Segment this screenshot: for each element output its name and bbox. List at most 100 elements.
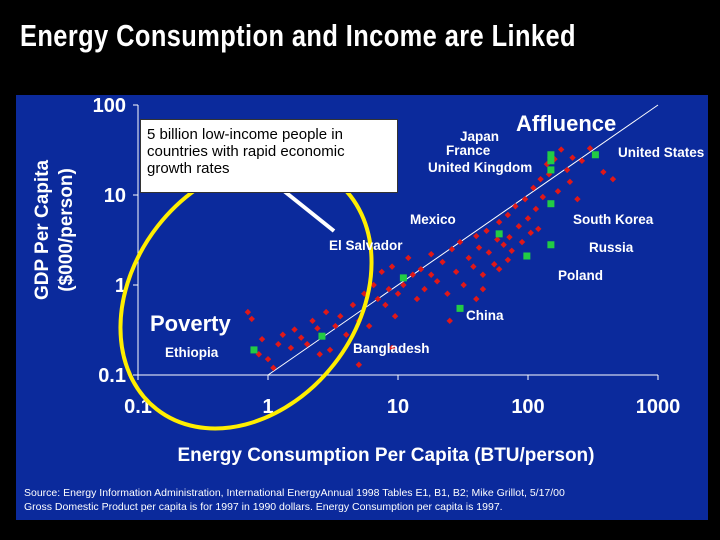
country-label: United States <box>618 145 704 160</box>
data-point <box>409 271 417 278</box>
data-point <box>394 290 402 297</box>
data-point <box>543 160 551 168</box>
data-point <box>600 168 607 176</box>
data-point <box>427 250 435 258</box>
chart-panel: 0.1 1 10 100 1000 0.1 1 10 100 United States Japa… <box>16 95 708 520</box>
data-point <box>569 154 576 161</box>
scatter-chart: 0.1 1 10 100 1000 0.1 1 10 100 United States Japa… <box>32 95 704 466</box>
data-point <box>491 261 498 268</box>
data-point <box>460 281 467 289</box>
country-label: Japan <box>460 129 499 144</box>
y-axis-label: GDP Per Capita ($000/person) <box>32 160 77 301</box>
data-point <box>532 205 540 213</box>
highlighted-point <box>547 241 555 249</box>
country-label: Poland <box>558 268 603 283</box>
highlighted-point <box>547 157 555 165</box>
data-point <box>465 254 472 262</box>
data-point <box>494 236 501 243</box>
data-point <box>483 227 490 235</box>
highlighted-point <box>547 200 555 208</box>
data-point <box>554 188 562 195</box>
country-label: France <box>446 143 491 158</box>
source-line: Source: Energy Information Administratio… <box>24 487 565 499</box>
data-point <box>417 265 425 273</box>
highlighted-point <box>318 332 326 340</box>
highlighted-point <box>591 151 599 159</box>
country-label: Mexico <box>410 212 456 227</box>
country-label: United Kingdom <box>428 160 532 175</box>
data-point <box>326 346 334 354</box>
data-point <box>504 211 512 219</box>
y-tick-label: 0.1 <box>98 365 126 387</box>
data-point <box>527 229 534 237</box>
data-point <box>495 265 503 273</box>
data-point <box>322 308 330 316</box>
region-label: Affluence <box>516 111 616 136</box>
data-point <box>309 317 316 325</box>
data-point <box>586 145 594 152</box>
data-point <box>521 195 529 203</box>
data-point <box>563 166 571 174</box>
data-point <box>539 193 547 201</box>
data-point <box>452 268 460 276</box>
data-point <box>370 281 377 289</box>
data-point <box>433 278 441 285</box>
data-point <box>264 355 272 363</box>
highlighted-point <box>523 252 531 260</box>
highlighted-point <box>547 166 555 174</box>
data-point <box>530 184 537 192</box>
data-point <box>456 238 464 246</box>
data-point <box>545 171 553 178</box>
data-point <box>470 263 477 270</box>
data-point <box>504 256 512 264</box>
country-label: Bangladesh <box>353 341 430 356</box>
data-point <box>316 351 323 358</box>
data-point <box>388 263 396 270</box>
data-point <box>314 325 321 332</box>
slide-title: Energy Consumption and Income are Linked <box>20 18 576 53</box>
y-tick-label: 10 <box>104 185 126 207</box>
country-label: China <box>466 308 504 323</box>
country-label: El Salvador <box>329 238 403 253</box>
data-point <box>444 290 451 297</box>
data-point <box>365 322 373 330</box>
data-point <box>566 178 574 186</box>
data-point <box>355 361 363 368</box>
data-point <box>297 334 305 341</box>
data-point <box>479 285 487 293</box>
x-axis-label: Energy Consumption Per Capita (BTU/perso… <box>178 445 595 466</box>
data-point <box>337 313 344 320</box>
data-point <box>332 322 339 330</box>
data-point <box>275 340 282 348</box>
x-tick-label: 1000 <box>636 396 681 418</box>
data-point <box>343 331 350 338</box>
data-point <box>578 157 586 164</box>
y-axis-label-unit: ($000/person) <box>56 168 77 292</box>
data-point <box>427 271 435 278</box>
x-tick-label: 0.1 <box>124 396 152 418</box>
y-tick-label: 100 <box>93 95 126 117</box>
x-tick-label: 100 <box>511 396 544 418</box>
callout-pointer <box>282 189 336 233</box>
data-point <box>551 155 558 163</box>
data-point <box>495 218 503 226</box>
data-point <box>258 335 266 343</box>
data-point <box>485 249 493 256</box>
data-point <box>287 344 295 352</box>
x-tick-label: 10 <box>387 396 409 418</box>
country-label: Russia <box>589 240 634 255</box>
data-point <box>421 285 428 293</box>
data-point <box>448 245 456 253</box>
data-point <box>391 313 399 320</box>
data-point <box>248 315 255 323</box>
x-tick-label: 1 <box>262 396 273 418</box>
data-point <box>515 223 523 230</box>
data-point <box>475 244 483 251</box>
data-point <box>291 326 298 333</box>
highlighted-point <box>399 274 407 282</box>
data-point <box>473 295 480 303</box>
data-point <box>279 331 287 338</box>
data-point <box>413 295 421 303</box>
data-point <box>535 225 542 233</box>
region-label: Poverty <box>150 311 231 336</box>
